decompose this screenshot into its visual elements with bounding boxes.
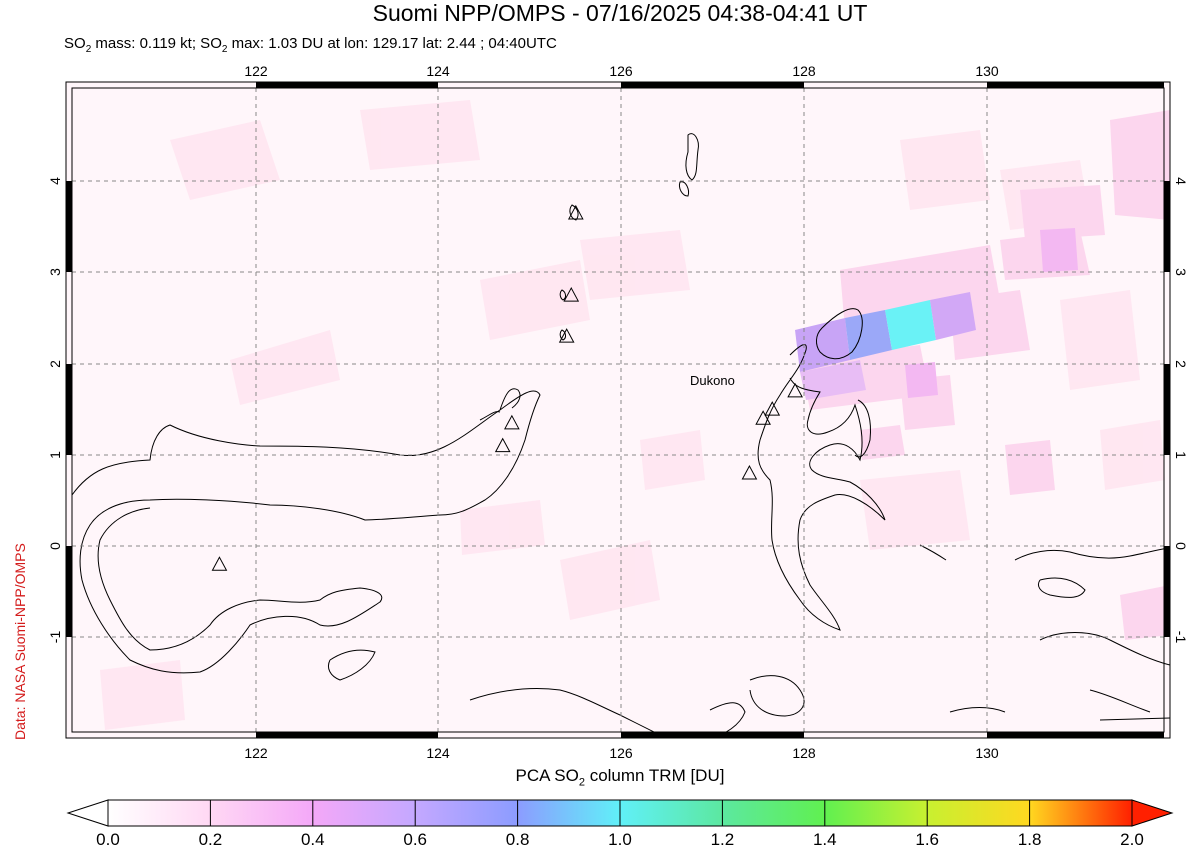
lon-ticks-bottom: 122 124 126 128 130	[244, 745, 999, 761]
volcano-marker-icon	[504, 414, 520, 430]
map-frame	[65, 81, 1171, 739]
map-title: Suomi NPP/OMPS - 07/16/2025 04:38-04:41 …	[372, 0, 868, 26]
lat-tick-left: 1	[47, 451, 63, 459]
lat-tick-left: -1	[47, 631, 63, 644]
lat-ticks-right: 4 3 2 1 0 -1	[1173, 177, 1189, 643]
so2-pixels	[100, 100, 1170, 730]
lat-tick-right: 0	[1173, 542, 1189, 550]
colorbar-label: 0.2	[198, 830, 223, 849]
lon-tick-bottom: 128	[792, 745, 816, 761]
volcano-marker-icon	[567, 204, 584, 220]
lon-tick-top: 130	[975, 63, 999, 79]
volcano-marker-icon	[787, 382, 803, 398]
map-subtitle: SO2 mass: 0.119 kt; SO2 max: 1.03 DU at …	[64, 35, 557, 55]
lat-tick-right: 4	[1173, 177, 1189, 185]
colorbar-label: 1.8	[1017, 830, 1042, 849]
lat-tick-right: 1	[1173, 451, 1189, 459]
lat-tick-right: -1	[1173, 631, 1189, 644]
lon-tick-bottom: 124	[426, 745, 450, 761]
colorbar-label: 0.6	[403, 830, 428, 849]
colorbar	[66, 799, 1174, 827]
colorbar-label: 1.4	[812, 830, 837, 849]
lon-tick-bottom: 126	[609, 745, 633, 761]
volcano-marker-icon	[741, 464, 758, 480]
lat-tick-right: 2	[1173, 360, 1189, 368]
colorbar-over-arrow	[1131, 799, 1174, 827]
volcano-marker-icon	[558, 328, 575, 343]
coastlines	[71, 133, 1170, 738]
lon-ticks-top: 122 124 126 128 130	[244, 63, 999, 79]
lat-ticks-left: 4 3 2 1 0 -1	[47, 177, 63, 643]
lat-tick-left: 3	[47, 268, 63, 276]
lon-tick-top: 122	[244, 63, 268, 79]
colorbar-label: 0.4	[300, 830, 325, 849]
colorbar-title: PCA SO2 column TRM [DU]	[515, 766, 725, 789]
volcano-markers	[211, 204, 803, 571]
volcano-marker-icon	[563, 287, 580, 302]
lat-tick-left: 0	[47, 542, 63, 550]
lon-tick-bottom: 130	[975, 745, 999, 761]
lat-tick-right: 3	[1173, 268, 1189, 276]
colorbar-label: 1.6	[915, 830, 940, 849]
lon-tick-bottom: 122	[244, 745, 268, 761]
colorbar-label: 1.2	[710, 830, 735, 849]
colorbar-under-arrow	[66, 799, 109, 827]
colorbar-label: 1.0	[608, 830, 632, 849]
lon-tick-top: 128	[792, 63, 816, 79]
colorbar-label: 2.0	[1120, 830, 1144, 849]
colorbar-label: 0.0	[96, 830, 120, 849]
volcano-marker-icon	[764, 401, 781, 416]
lon-tick-top: 126	[609, 63, 633, 79]
colorbar-label: 0.8	[505, 830, 530, 849]
volcano-marker-icon	[755, 410, 771, 425]
volcano-marker-icon	[211, 556, 228, 571]
volcano-label-dukono: Dukono	[690, 373, 735, 388]
grid	[72, 88, 1164, 732]
lat-tick-left: 4	[47, 177, 63, 185]
lat-tick-left: 2	[47, 360, 63, 368]
volcano-marker-icon	[494, 437, 511, 453]
lon-tick-top: 124	[426, 63, 450, 79]
